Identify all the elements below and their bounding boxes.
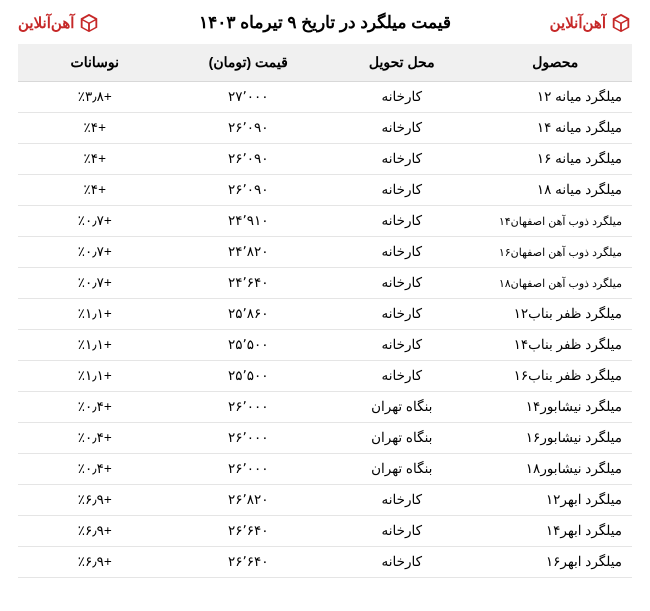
cell-delivery: کارخانه: [325, 547, 479, 578]
cell-change: +٪۰٫۴: [18, 423, 172, 454]
table-row: میلگرد نیشابور۱۶بنگاه تهران۲۶٬۰۰۰+٪۰٫۴: [18, 423, 632, 454]
cell-delivery: کارخانه: [325, 485, 479, 516]
cell-price: ۲۵٬۸۶۰: [172, 299, 326, 330]
cell-price: ۲۵٬۵۰۰: [172, 361, 326, 392]
table-row: میلگرد میانه ۱۲کارخانه۲۷٬۰۰۰+٪۳٫۸: [18, 82, 632, 113]
col-product: محصول: [479, 44, 633, 82]
cell-price: ۲۶٬۶۴۰: [172, 547, 326, 578]
cell-product: میلگرد میانه ۱۶: [479, 144, 633, 175]
table-row: میلگرد ابهر۱۲کارخانه۲۶٬۸۲۰+٪۶٫۹: [18, 485, 632, 516]
header: آهن‌آنلاین قیمت میلگرد در تاریخ ۹ تیرماه…: [18, 12, 632, 34]
table-row: میلگرد ظفر بناب۱۶کارخانه۲۵٬۵۰۰+٪۱٫۱: [18, 361, 632, 392]
cell-product: میلگرد نیشابور۱۸: [479, 454, 633, 485]
cell-product: میلگرد ظفر بناب۱۲: [479, 299, 633, 330]
cell-product: میلگرد نیشابور۱۴: [479, 392, 633, 423]
cell-delivery: بنگاه تهران: [325, 392, 479, 423]
table-row: میلگرد نیشابور۱۸بنگاه تهران۲۶٬۰۰۰+٪۰٫۴: [18, 454, 632, 485]
cell-change: +٪۰٫۷: [18, 237, 172, 268]
cell-delivery: کارخانه: [325, 237, 479, 268]
table-row: میلگرد میانه ۱۴کارخانه۲۶٬۰۹۰+٪۴: [18, 113, 632, 144]
cell-price: ۲۶٬۸۲۰: [172, 485, 326, 516]
cell-change: +٪۱٫۱: [18, 361, 172, 392]
page-title: قیمت میلگرد در تاریخ ۹ تیرماه ۱۴۰۳: [199, 13, 451, 33]
cell-change: +٪۰٫۴: [18, 392, 172, 423]
cell-price: ۲۴٬۸۲۰: [172, 237, 326, 268]
cell-price: ۲۵٬۵۰۰: [172, 330, 326, 361]
cell-delivery: کارخانه: [325, 299, 479, 330]
cell-price: ۲۶٬۰۹۰: [172, 144, 326, 175]
col-delivery: محل تحویل: [325, 44, 479, 82]
table-row: میلگرد ذوب آهن اصفهان۱۴کارخانه۲۴٬۹۱۰+٪۰٫…: [18, 206, 632, 237]
cell-product: میلگرد ابهر۱۶: [479, 547, 633, 578]
cell-change: +٪۳٫۸: [18, 82, 172, 113]
brand-logo-left: آهن‌آنلاین: [18, 12, 100, 34]
cell-product: میلگرد میانه ۱۲: [479, 82, 633, 113]
brand-text: آهن‌آنلاین: [550, 14, 606, 32]
cell-product: میلگرد میانه ۱۴: [479, 113, 633, 144]
cell-delivery: کارخانه: [325, 268, 479, 299]
cell-change: +٪۱٫۱: [18, 330, 172, 361]
cube-icon: [78, 12, 100, 34]
table-row: میلگرد ابهر۱۶کارخانه۲۶٬۶۴۰+٪۶٫۹: [18, 547, 632, 578]
cell-change: +٪۴: [18, 144, 172, 175]
cell-price: ۲۶٬۰۹۰: [172, 175, 326, 206]
col-price: قیمت (تومان): [172, 44, 326, 82]
cell-delivery: کارخانه: [325, 206, 479, 237]
cell-change: +٪۴: [18, 113, 172, 144]
table-row: میلگرد میانه ۱۶کارخانه۲۶٬۰۹۰+٪۴: [18, 144, 632, 175]
cell-product: میلگرد ظفر بناب۱۶: [479, 361, 633, 392]
cell-change: +٪۰٫۴: [18, 454, 172, 485]
cell-change: +٪۰٫۷: [18, 268, 172, 299]
cell-change: +٪۶٫۹: [18, 547, 172, 578]
cube-icon: [610, 12, 632, 34]
cell-delivery: کارخانه: [325, 144, 479, 175]
cell-delivery: بنگاه تهران: [325, 423, 479, 454]
cell-change: +٪۰٫۷: [18, 206, 172, 237]
brand-logo-right: آهن‌آنلاین: [550, 12, 632, 34]
table-row: میلگرد ظفر بناب۱۲کارخانه۲۵٬۸۶۰+٪۱٫۱: [18, 299, 632, 330]
cell-delivery: کارخانه: [325, 330, 479, 361]
table-row: میلگرد ذوب آهن اصفهان۱۶کارخانه۲۴٬۸۲۰+٪۰٫…: [18, 237, 632, 268]
table-row: میلگرد ظفر بناب۱۴کارخانه۲۵٬۵۰۰+٪۱٫۱: [18, 330, 632, 361]
cell-price: ۲۴٬۹۱۰: [172, 206, 326, 237]
cell-product: میلگرد میانه ۱۸: [479, 175, 633, 206]
cell-change: +٪۴: [18, 175, 172, 206]
cell-product: میلگرد ابهر۱۴: [479, 516, 633, 547]
cell-price: ۲۷٬۰۰۰: [172, 82, 326, 113]
cell-price: ۲۶٬۰۹۰: [172, 113, 326, 144]
cell-product: میلگرد ذوب آهن اصفهان۱۴: [479, 206, 633, 237]
price-table: محصول محل تحویل قیمت (تومان) نوسانات میل…: [18, 44, 632, 578]
cell-price: ۲۴٬۶۴۰: [172, 268, 326, 299]
cell-price: ۲۶٬۰۰۰: [172, 392, 326, 423]
table-header-row: محصول محل تحویل قیمت (تومان) نوسانات: [18, 44, 632, 82]
cell-delivery: کارخانه: [325, 361, 479, 392]
cell-product: میلگرد نیشابور۱۶: [479, 423, 633, 454]
cell-product: میلگرد ابهر۱۲: [479, 485, 633, 516]
brand-text: آهن‌آنلاین: [18, 14, 74, 32]
table-row: میلگرد ابهر۱۴کارخانه۲۶٬۶۴۰+٪۶٫۹: [18, 516, 632, 547]
cell-price: ۲۶٬۰۰۰: [172, 454, 326, 485]
table-row: میلگرد نیشابور۱۴بنگاه تهران۲۶٬۰۰۰+٪۰٫۴: [18, 392, 632, 423]
table-row: میلگرد میانه ۱۸کارخانه۲۶٬۰۹۰+٪۴: [18, 175, 632, 206]
cell-delivery: کارخانه: [325, 175, 479, 206]
cell-delivery: کارخانه: [325, 113, 479, 144]
cell-product: میلگرد ذوب آهن اصفهان۱۸: [479, 268, 633, 299]
cell-product: میلگرد ظفر بناب۱۴: [479, 330, 633, 361]
cell-delivery: کارخانه: [325, 516, 479, 547]
cell-price: ۲۶٬۰۰۰: [172, 423, 326, 454]
cell-delivery: کارخانه: [325, 82, 479, 113]
col-change: نوسانات: [18, 44, 172, 82]
cell-delivery: بنگاه تهران: [325, 454, 479, 485]
cell-product: میلگرد ذوب آهن اصفهان۱۶: [479, 237, 633, 268]
cell-change: +٪۶٫۹: [18, 516, 172, 547]
cell-change: +٪۱٫۱: [18, 299, 172, 330]
table-row: میلگرد ذوب آهن اصفهان۱۸کارخانه۲۴٬۶۴۰+٪۰٫…: [18, 268, 632, 299]
cell-price: ۲۶٬۶۴۰: [172, 516, 326, 547]
cell-change: +٪۶٫۹: [18, 485, 172, 516]
